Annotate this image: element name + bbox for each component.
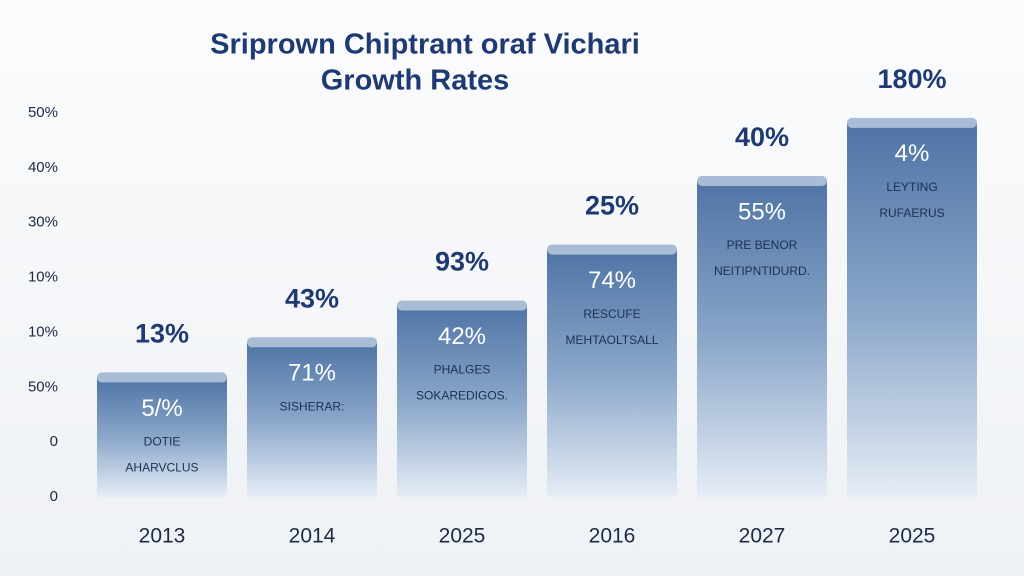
bar bbox=[697, 181, 827, 497]
bar-inner-label: 71% bbox=[288, 360, 336, 387]
bar bbox=[847, 122, 977, 498]
bar-note: AHARVCLUS bbox=[125, 461, 198, 475]
bar-note: NEITIPNTIDURD. bbox=[714, 264, 810, 278]
bar-note: DOTIE bbox=[144, 435, 181, 449]
y-tick-label: 30% bbox=[28, 214, 58, 231]
x-tick-label: 2027 bbox=[739, 525, 786, 548]
bar-note: LEYTING bbox=[886, 180, 937, 194]
y-tick-label: 0 bbox=[50, 488, 58, 505]
bar-top-label: 40% bbox=[735, 122, 789, 152]
x-tick-label: 2025 bbox=[439, 525, 486, 548]
bar-cap bbox=[697, 176, 827, 187]
bar-cap bbox=[847, 117, 977, 128]
x-tick-label: 2013 bbox=[139, 525, 186, 548]
bar bbox=[247, 342, 377, 497]
bar-top-label: 25% bbox=[585, 191, 639, 221]
bar-inner-label: 4% bbox=[895, 140, 930, 167]
y-tick-label: 50% bbox=[28, 104, 58, 121]
bar-note: RUFAERUS bbox=[879, 206, 944, 220]
y-tick-label: 40% bbox=[28, 159, 58, 176]
bar bbox=[97, 377, 227, 497]
bar-inner-label: 74% bbox=[588, 267, 636, 294]
bar-note: MEHTAOLTSALL bbox=[566, 333, 659, 347]
bar bbox=[547, 249, 677, 497]
bar-note: SISHERAR: bbox=[280, 399, 345, 413]
bar-top-label: 180% bbox=[877, 64, 946, 94]
bar-cap bbox=[247, 337, 377, 348]
chart-title: Sriprown Chiptrant oraf Vichari bbox=[210, 29, 640, 61]
bar-cap bbox=[547, 244, 677, 255]
x-tick-label: 2014 bbox=[289, 525, 336, 548]
y-tick-label: 50% bbox=[28, 378, 58, 395]
bar-inner-label: 42% bbox=[438, 323, 486, 350]
bar-note: SOKAREDIGOS. bbox=[416, 389, 508, 403]
chart-title: Growth Rates bbox=[321, 65, 510, 97]
y-tick-label: 10% bbox=[28, 323, 58, 340]
bar-inner-label: 5/% bbox=[141, 395, 182, 422]
bar-note: RESCUFE bbox=[583, 307, 640, 321]
bar-top-label: 43% bbox=[285, 283, 339, 313]
bar bbox=[397, 305, 527, 497]
bar-top-label: 13% bbox=[135, 319, 189, 349]
bar-cap bbox=[397, 300, 527, 311]
x-tick-label: 2016 bbox=[589, 525, 636, 548]
bar-top-label: 93% bbox=[435, 247, 489, 277]
bar-note: PHALGES bbox=[434, 363, 491, 377]
bar-note: PRE BENOR bbox=[727, 238, 798, 252]
y-tick-label: 0 bbox=[50, 433, 58, 450]
x-tick-label: 2025 bbox=[889, 525, 936, 548]
y-tick-label: 10% bbox=[28, 269, 58, 286]
bar-cap bbox=[97, 372, 227, 383]
bar-inner-label: 55% bbox=[738, 198, 786, 225]
